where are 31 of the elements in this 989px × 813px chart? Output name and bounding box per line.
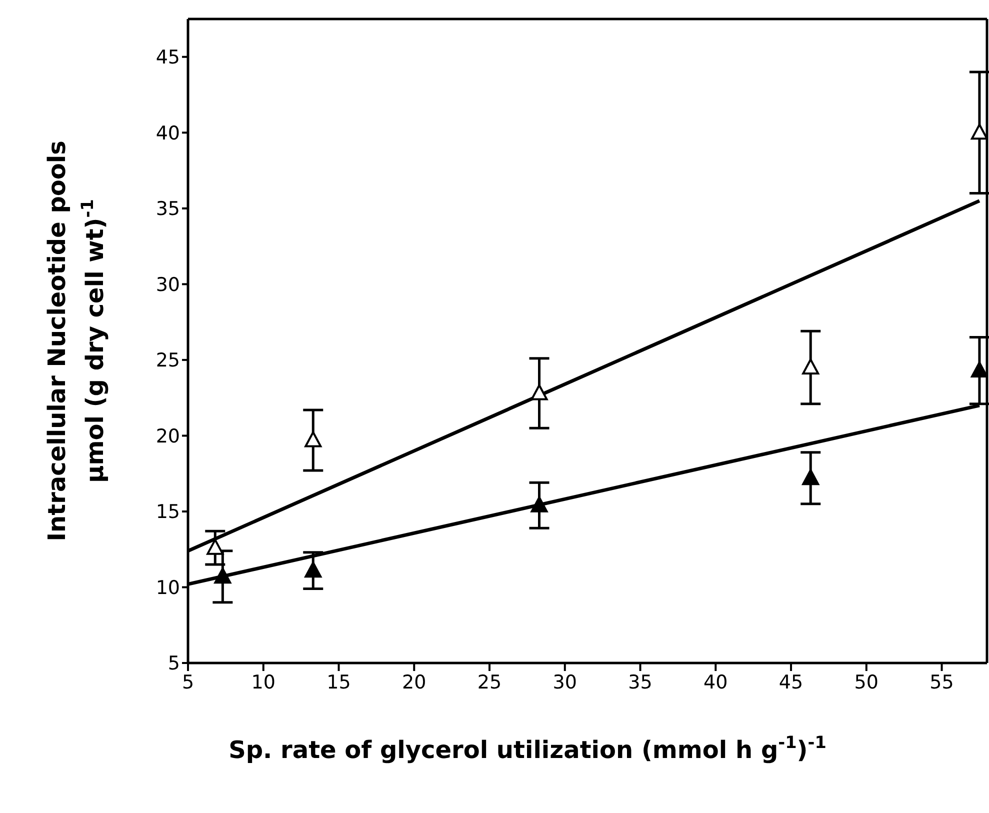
x-tick-label: 20 [402, 671, 426, 694]
x-tick-label: 50 [854, 671, 878, 694]
x-tick-label: 40 [704, 671, 728, 694]
x-tick-label: 25 [477, 671, 502, 694]
point [802, 469, 820, 486]
y-tick-label: 30 [156, 274, 180, 296]
point [802, 358, 820, 375]
point [530, 384, 548, 400]
y-tick-label: 10 [156, 576, 180, 599]
x-tick-label: 5 [182, 671, 194, 694]
y-tick-label: 20 [156, 425, 180, 448]
y-tick-label: 35 [156, 198, 180, 220]
point [970, 124, 987, 140]
x-tick-label: 45 [778, 671, 804, 694]
point [304, 562, 322, 578]
point [304, 431, 322, 448]
y-tick-label: 40 [156, 122, 180, 144]
point [206, 538, 224, 555]
y-tick-label: 15 [156, 501, 180, 524]
y-tick-label: 5 [168, 652, 180, 675]
x-tick-label: 15 [326, 671, 351, 694]
x-tick-label: 10 [251, 671, 276, 694]
x-axis-title: Sp. rate of glycerol utilization (mmol h g$^{-1}$)$^{-1}$ [228, 732, 826, 764]
x-tick-label: 30 [552, 671, 577, 694]
point [970, 362, 987, 378]
y-tick-label: 25 [156, 350, 180, 372]
point [530, 496, 548, 512]
x-tick-label: 35 [628, 671, 652, 694]
x-tick-label: 55 [930, 671, 954, 694]
point [214, 568, 232, 584]
y-tick-label: 45 [156, 46, 180, 69]
